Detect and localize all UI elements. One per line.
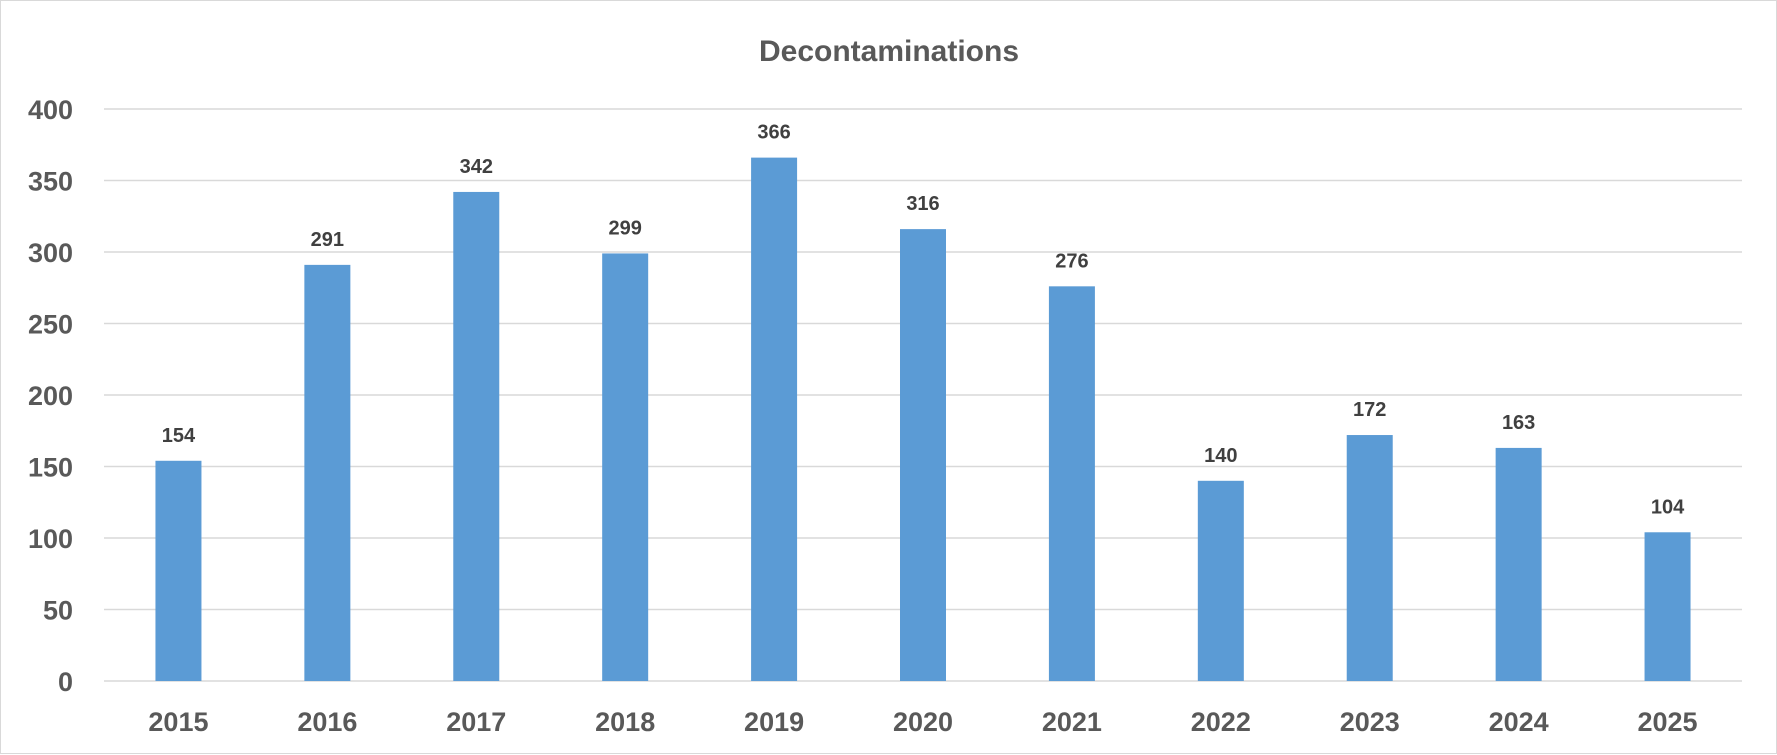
y-axis-ticks: 0 50 100 150 200 250 300 350 400 — [28, 95, 73, 697]
bar-2016 — [304, 264, 351, 681]
bar-2020 — [900, 229, 946, 681]
data-label-2021: 276 — [1055, 250, 1088, 272]
x-tick-label-2023: 2023 — [1340, 707, 1400, 737]
x-tick-label-2017: 2017 — [446, 707, 506, 737]
bar-2015 — [155, 460, 202, 681]
data-label-2015: 154 — [162, 425, 196, 447]
bar-2019 — [751, 157, 798, 681]
y-tick-label: 250 — [28, 310, 73, 340]
chart-title: Decontaminations — [759, 35, 1019, 68]
bar-2021 — [1048, 286, 1095, 681]
y-tick-label: 100 — [28, 524, 73, 554]
data-label-2023: 172 — [1353, 399, 1386, 421]
bar-2022 — [1197, 480, 1244, 681]
y-tick-label: 150 — [28, 453, 73, 483]
x-tick-label-2022: 2022 — [1191, 707, 1251, 737]
bar-2018 — [602, 253, 649, 681]
y-tick-label: 50 — [43, 596, 73, 626]
x-tick-label-2021: 2021 — [1042, 707, 1102, 737]
x-tick-label-2015: 2015 — [148, 707, 208, 737]
x-tick-label-2018: 2018 — [595, 707, 655, 737]
x-tick-label-2020: 2020 — [893, 707, 953, 737]
y-tick-label: 350 — [28, 167, 73, 197]
y-tick-label: 0 — [58, 667, 73, 697]
x-tick-label-2025: 2025 — [1638, 707, 1698, 737]
data-label-2024: 163 — [1502, 412, 1535, 434]
x-tick-label-2019: 2019 — [744, 707, 804, 737]
data-label-2017: 342 — [460, 156, 493, 178]
bars — [155, 157, 1691, 681]
x-axis-ticks: 2015 2016 2017 2018 2019 2020 2021 2022 2023 2024… — [148, 707, 1697, 737]
bar-2025 — [1644, 532, 1691, 681]
bar-2017 — [453, 191, 500, 681]
data-label-2016: 291 — [311, 229, 344, 251]
bar-2024 — [1495, 447, 1542, 681]
data-label-2018: 299 — [608, 217, 641, 239]
bar-2023 — [1346, 435, 1393, 681]
data-label-2020: 316 — [906, 193, 939, 215]
data-label-2025: 104 — [1651, 496, 1685, 518]
y-tick-label: 300 — [28, 238, 73, 268]
y-tick-label: 400 — [28, 95, 73, 125]
x-tick-label-2016: 2016 — [297, 707, 357, 737]
x-tick-label-2024: 2024 — [1489, 707, 1549, 737]
data-label-2022: 140 — [1204, 445, 1237, 467]
data-label-2019: 366 — [757, 122, 790, 144]
data-labels: 154 291 342 299 366 316 276 140 172 163 104 — [162, 122, 1685, 519]
y-tick-label: 200 — [28, 381, 73, 411]
